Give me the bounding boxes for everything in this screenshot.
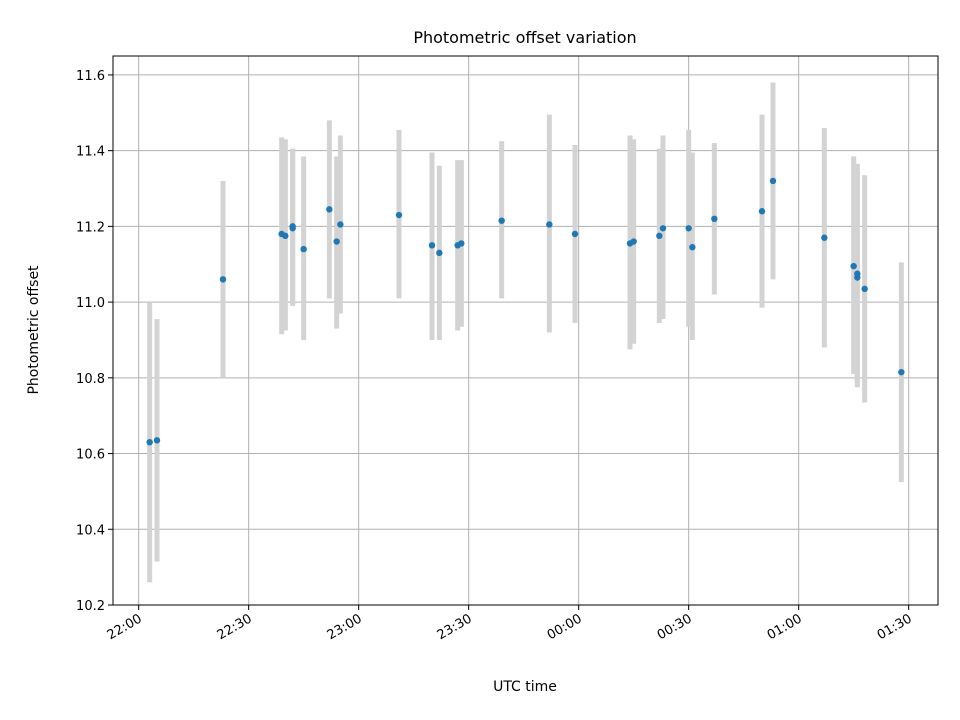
data-point	[153, 437, 161, 444]
data-point	[861, 285, 868, 293]
data-point	[428, 242, 436, 249]
data-points	[146, 177, 905, 446]
y-axis-label: Photometric offset	[26, 265, 42, 395]
y-tick-label: 10.8	[76, 372, 105, 387]
data-point	[282, 232, 289, 240]
data-point	[711, 215, 718, 223]
data-point	[571, 230, 579, 238]
data-point	[337, 221, 344, 228]
y-tick-label: 10.6	[76, 448, 105, 463]
data-point	[685, 225, 692, 232]
data-point	[850, 262, 857, 270]
y-tick-label: 11.4	[76, 145, 105, 160]
y-tick-label: 10.2	[76, 599, 105, 614]
data-point	[498, 217, 505, 224]
data-point	[333, 238, 340, 245]
data-point	[458, 240, 465, 247]
x-axis-label: UTC time	[493, 679, 557, 695]
data-point	[854, 274, 861, 281]
data-point	[659, 225, 667, 232]
data-point	[656, 232, 663, 240]
data-point	[289, 223, 296, 230]
data-point	[395, 211, 403, 219]
plot-frame	[112, 55, 939, 606]
y-tick-label: 11.6	[76, 69, 105, 84]
y-tick-label: 11.0	[76, 296, 105, 311]
y-tick-label: 11.2	[76, 220, 105, 235]
chart-title: Photometric offset variation	[413, 28, 636, 47]
data-point	[898, 368, 905, 376]
data-point	[758, 208, 766, 215]
data-point	[821, 234, 828, 241]
data-point	[630, 238, 637, 245]
data-point	[546, 221, 553, 228]
y-tick-label: 10.4	[76, 523, 105, 538]
data-point	[326, 206, 333, 213]
data-point	[436, 249, 443, 257]
data-point	[146, 438, 153, 446]
data-point	[300, 245, 307, 253]
data-point	[219, 276, 227, 283]
axis-ticks: 22:00 22:30 23:00 23:30 00:00 00:30 01:00 01:30…	[76, 69, 915, 643]
data-point	[769, 177, 777, 185]
data-point	[689, 244, 696, 251]
